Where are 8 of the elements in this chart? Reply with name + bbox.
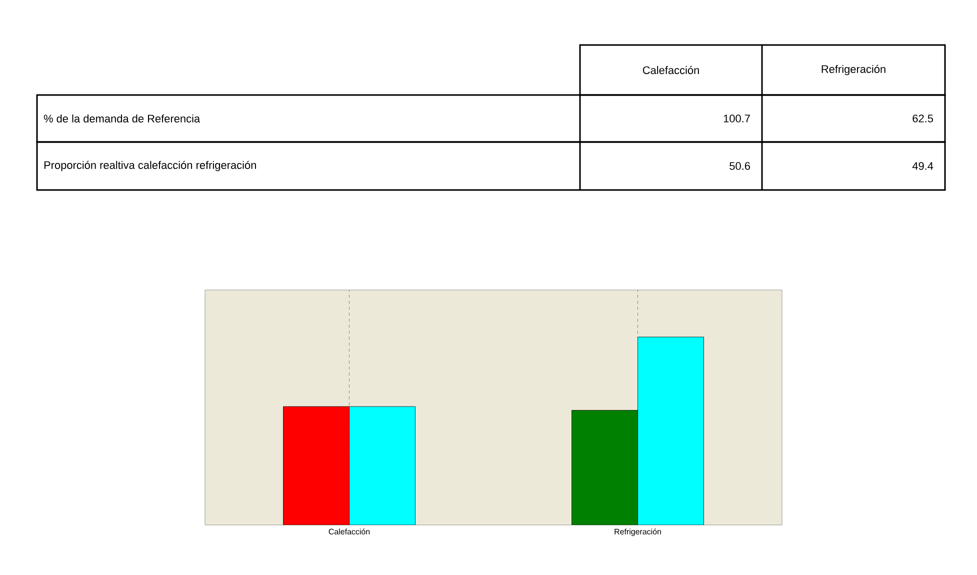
text: 100.7 xyxy=(724,114,750,122)
category-label: Refrigeración xyxy=(822,64,886,76)
text: 49.4 xyxy=(912,162,934,170)
category-label: % de la demanda de Referencia xyxy=(44,114,200,123)
category-label: Calefacción xyxy=(642,66,699,74)
text: 62.5 xyxy=(912,114,934,122)
category-label: Proporción realtiva calefacción refrigeración xyxy=(44,160,256,172)
text: 50.6 xyxy=(730,162,750,170)
